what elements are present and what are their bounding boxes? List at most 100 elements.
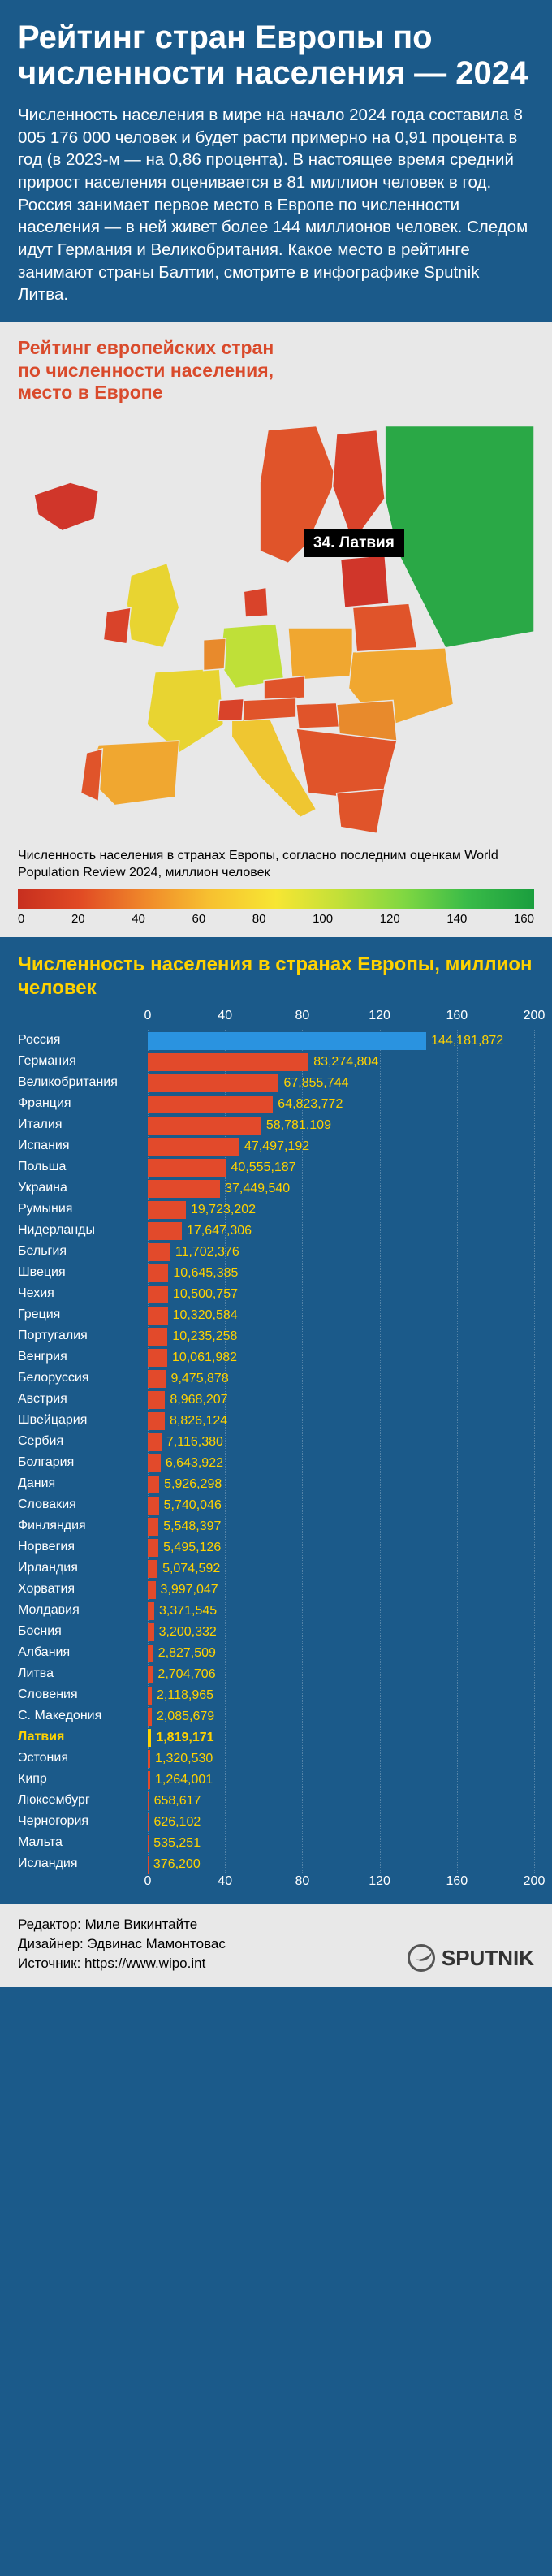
bar — [148, 1497, 159, 1515]
chart-row: Греция10,320,584 — [18, 1304, 534, 1325]
editor-name: Миле Викинтайте — [85, 1917, 198, 1932]
bar — [148, 1370, 166, 1388]
designer-label: Дизайнер: — [18, 1936, 84, 1951]
chart-row: Чехия10,500,757 — [18, 1283, 534, 1304]
map-region-ireland — [103, 607, 131, 644]
chart-row: Нидерланды17,647,306 — [18, 1220, 534, 1241]
axis-tick: 40 — [218, 1009, 232, 1023]
row-label: Хорватия — [18, 1582, 148, 1597]
bar-cell: 17,647,306 — [148, 1222, 534, 1240]
chart-row: Австрия 8,968,207 — [18, 1389, 534, 1410]
bar-value-label: 1,320,530 — [155, 1752, 213, 1766]
bar-value-label: 1,264,001 — [155, 1773, 213, 1787]
bar-value-label: 8,968,207 — [170, 1393, 227, 1407]
chart-row: Венгрия10,061,982 — [18, 1346, 534, 1368]
chart-row: Швеция10,645,385 — [18, 1262, 534, 1283]
gradient-tick: 60 — [192, 912, 206, 926]
chart-row: Эстония1,320,530 — [18, 1748, 534, 1769]
bar — [148, 1264, 168, 1282]
row-label: Болгария — [18, 1455, 148, 1470]
bar-cell: 5,548,397 — [148, 1518, 534, 1536]
row-label: Австрия — [18, 1392, 148, 1407]
bar-value-label: 658,617 — [154, 1794, 201, 1809]
bar-cell: 3,997,047 — [148, 1581, 534, 1599]
bar-value-label: 37,449,540 — [225, 1182, 290, 1196]
bar-value-label: 47,497,192 — [244, 1139, 309, 1154]
bar-cell: 626,102 — [148, 1813, 534, 1831]
bar-value-label: 3,997,047 — [161, 1583, 218, 1597]
chart-row: Болгария6,643,922 — [18, 1452, 534, 1473]
bar-value-label: 3,200,332 — [159, 1625, 217, 1640]
bar-value-label: 10,061,982 — [172, 1351, 237, 1365]
bar-value-label: 40,555,187 — [231, 1160, 296, 1175]
map-region-baltics — [341, 555, 390, 607]
row-label: Норвегия — [18, 1540, 148, 1554]
bar-cell: 11,702,376 — [148, 1243, 534, 1261]
chart-row: Люксембург658,617 — [18, 1790, 534, 1811]
axis-tick: 80 — [295, 1874, 309, 1889]
chart-row: Великобритания67,855,744 — [18, 1072, 534, 1093]
bar-cell: 658,617 — [148, 1792, 534, 1810]
bar — [148, 1476, 159, 1493]
bar-cell: 8,826,124 — [148, 1412, 534, 1430]
row-label: Швеция — [18, 1265, 148, 1280]
map-region-turkey — [389, 769, 534, 834]
row-label: Дания — [18, 1476, 148, 1491]
row-label: Бельгия — [18, 1244, 148, 1259]
gradient-tick: 80 — [252, 912, 266, 926]
bar-value-label: 2,118,965 — [157, 1688, 213, 1703]
bar-value-label: 2,085,679 — [157, 1709, 214, 1724]
gradient-tick-labels: 020406080100120140160 — [18, 912, 534, 926]
map-region-uk — [127, 563, 179, 647]
chart-row: Белоруссия9,475,878 — [18, 1368, 534, 1389]
bar-value-label: 2,704,706 — [157, 1667, 215, 1682]
bar — [148, 1623, 154, 1641]
bar-value-label: 144,181,872 — [431, 1034, 503, 1048]
map-container: 34. Латвия — [18, 404, 534, 843]
bar — [148, 1286, 168, 1303]
chart-row: Албания2,827,509 — [18, 1642, 534, 1663]
bar-cell: 2,827,509 — [148, 1645, 534, 1662]
bar-value-label: 376,200 — [153, 1857, 201, 1872]
chart-row: Румыния19,723,202 — [18, 1199, 534, 1220]
bar-cell: 2,118,965 — [148, 1687, 534, 1705]
bar — [148, 1771, 150, 1789]
bar — [148, 1053, 308, 1071]
bar-cell: 1,819,171 — [148, 1729, 534, 1747]
bar-cell: 9,475,878 — [148, 1370, 534, 1388]
map-title: Рейтинг европейских стран по численности… — [18, 337, 534, 404]
row-label: Латвия — [18, 1730, 148, 1744]
axis-tick: 80 — [295, 1009, 309, 1023]
bar — [148, 1201, 186, 1219]
row-label: С. Македония — [18, 1709, 148, 1723]
bar-value-label: 10,320,584 — [173, 1308, 238, 1323]
row-label: Германия — [18, 1054, 148, 1069]
row-label: Сербия — [18, 1434, 148, 1449]
bar-cell: 535,251 — [148, 1835, 534, 1852]
chart-row: Кипр1,264,001 — [18, 1769, 534, 1790]
bar-cell: 10,645,385 — [148, 1264, 534, 1282]
axis-tick: 120 — [369, 1009, 390, 1023]
bar — [148, 1349, 167, 1367]
bar — [148, 1813, 149, 1831]
chart-row: Финляндия5,548,397 — [18, 1515, 534, 1537]
bar — [148, 1243, 170, 1261]
bar — [148, 1412, 165, 1430]
bar-value-label: 10,500,757 — [173, 1287, 238, 1302]
bar-cell: 10,235,258 — [148, 1328, 534, 1346]
bar-cell: 5,740,046 — [148, 1497, 534, 1515]
bar — [148, 1074, 278, 1092]
chart-row: Швейцария8,826,124 — [18, 1410, 534, 1431]
row-label: Россия — [18, 1033, 148, 1048]
bar-cell: 376,200 — [148, 1856, 534, 1874]
chart-row: С. Македония 2,085,679 — [18, 1705, 534, 1727]
axis-tick: 0 — [144, 1009, 152, 1023]
source-line: Источник: https://www.wipo.int — [18, 1954, 226, 1973]
row-label: Швейцария — [18, 1413, 148, 1428]
bar — [148, 1328, 167, 1346]
row-label: Словения — [18, 1688, 148, 1702]
map-region-czech — [264, 676, 304, 700]
axis-tick: 120 — [369, 1874, 390, 1889]
map-region-swiss — [218, 698, 244, 720]
chart-row: Германия83,274,804 — [18, 1051, 534, 1072]
